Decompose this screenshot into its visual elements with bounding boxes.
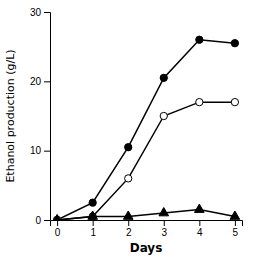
series-marker [125,175,132,182]
x-tick-label: 4 [197,227,203,238]
series-marker [88,211,98,219]
series-marker [52,214,62,220]
x-axis-line [51,221,243,227]
series-marker [89,199,96,206]
y-tick-mark [44,12,50,13]
x-tick-mark [93,220,94,226]
series-line [57,40,235,220]
y-tick-mark [44,220,50,221]
series-marker [160,112,167,119]
series-line [57,210,235,220]
series-marker [195,204,205,212]
x-axis: 0 1 2 3 4 5 [51,220,243,238]
y-tick-mark [44,81,50,82]
x-tick-label: 2 [126,227,132,238]
x-tick: 1 [90,220,96,238]
y-tick-label: 30 [30,7,42,18]
series-marker [231,98,238,105]
chart: 0 1 2 3 4 5 0 10 20 30 Days Ethanol production (g/L… [0,0,254,260]
x-tick-mark [235,220,236,226]
y-axis: 0 10 20 30 [30,7,51,226]
y-tick-label: 20 [30,76,42,87]
series-marker [230,211,240,219]
series-line [57,102,235,220]
series-group [52,36,239,220]
series-marker [123,211,133,219]
series-marker [196,36,203,43]
y-tick: 0 [35,215,50,226]
series-marker [125,144,132,151]
x-tick-label: 0 [55,227,61,238]
y-tick-mark [44,151,50,152]
x-tick-label: 1 [90,227,96,238]
x-tick-mark [57,220,58,226]
x-tick: 0 [55,220,61,238]
y-axis-title: Ethanol production (g/L) [4,49,17,182]
x-tick: 2 [126,220,132,238]
y-tick: 20 [30,76,50,87]
x-tick: 3 [161,220,167,238]
x-tick-mark [164,220,165,226]
x-tick-label: 3 [161,227,167,238]
y-tick-label: 10 [30,145,42,156]
y-tick-label: 0 [35,215,41,226]
x-tick-mark [199,220,200,226]
x-tick: 5 [233,220,239,238]
y-axis-line [44,13,51,221]
series-marker [196,98,203,105]
x-tick-mark [128,220,129,226]
y-tick: 10 [30,145,50,156]
x-tick-label: 5 [233,227,239,238]
series-marker [231,40,238,47]
series-marker [159,208,169,216]
plot: 0 1 2 3 4 5 0 10 20 30 [30,7,243,238]
series-marker [160,74,167,81]
y-tick: 30 [30,7,50,18]
x-tick: 4 [197,220,203,238]
x-axis-title: Days [130,241,163,255]
